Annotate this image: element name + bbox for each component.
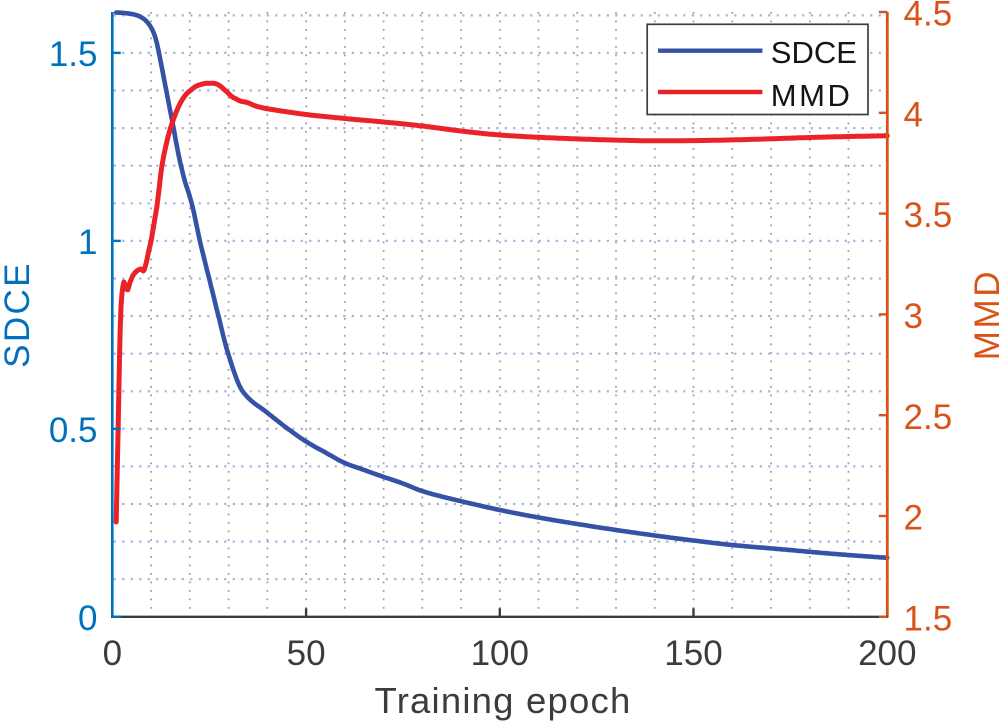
svg-text:50: 50 [287, 634, 326, 673]
svg-text:4: 4 [904, 95, 923, 134]
svg-text:0: 0 [103, 634, 122, 673]
svg-text:MMD: MMD [968, 269, 1000, 360]
svg-text:1.5: 1.5 [904, 600, 953, 639]
svg-text:4.5: 4.5 [904, 0, 953, 34]
svg-text:Training epoch: Training epoch [375, 680, 632, 721]
svg-text:2: 2 [904, 499, 923, 538]
svg-text:SDCE: SDCE [771, 35, 857, 70]
svg-text:SDCE: SDCE [0, 261, 37, 368]
svg-text:100: 100 [471, 634, 529, 673]
svg-text:MMD: MMD [771, 78, 853, 113]
svg-text:2.5: 2.5 [904, 398, 953, 437]
svg-text:1: 1 [78, 223, 97, 262]
svg-text:3.5: 3.5 [904, 196, 953, 235]
svg-text:150: 150 [664, 634, 722, 673]
svg-text:3: 3 [904, 297, 923, 336]
svg-text:0.5: 0.5 [49, 411, 98, 450]
svg-text:200: 200 [858, 634, 916, 673]
svg-text:0: 0 [78, 599, 97, 638]
svg-text:1.5: 1.5 [49, 35, 98, 74]
